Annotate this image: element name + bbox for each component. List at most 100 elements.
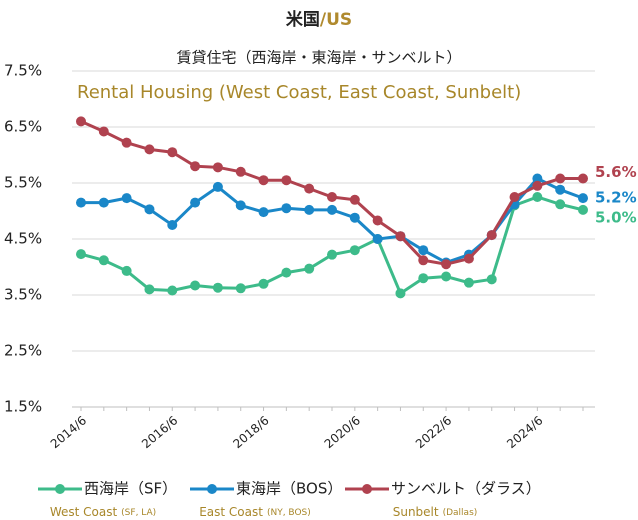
point (304, 183, 315, 194)
point (212, 162, 223, 173)
point (212, 181, 223, 192)
y-tick-label: 6.5% (4, 118, 42, 136)
point (304, 263, 315, 274)
point (76, 249, 86, 260)
legend-sub-name: Sunbelt (393, 505, 439, 519)
legend-sub-name: East Coast (199, 505, 263, 519)
point (327, 249, 337, 260)
legend-sub-note: (NY, BOS) (267, 508, 311, 518)
point (555, 184, 566, 195)
point (235, 166, 246, 177)
x-tick-label: 2022/6 (413, 413, 454, 451)
point (532, 173, 543, 184)
y-tick-label: 2.5% (4, 342, 42, 360)
point (76, 197, 86, 208)
point (121, 265, 132, 276)
point (441, 259, 452, 270)
point (372, 234, 383, 244)
subtitle-en: Rental Housing (West Coast, East Coast, … (77, 82, 521, 103)
x-tick-label: 2016/6 (139, 413, 180, 451)
legend-sub: Sunbelt (Dallas) (393, 505, 478, 519)
point (190, 161, 201, 172)
point (418, 255, 429, 266)
y-tick-label: 3.5% (4, 286, 42, 304)
point (144, 284, 155, 295)
point (235, 283, 246, 294)
point (372, 215, 383, 226)
point (121, 193, 132, 204)
point (509, 192, 520, 202)
point (578, 204, 588, 215)
point (349, 212, 360, 223)
point (349, 194, 360, 205)
point (555, 199, 566, 210)
point (190, 197, 201, 208)
chart-title: 米国/US (286, 9, 352, 30)
point (258, 175, 269, 186)
point (327, 204, 337, 215)
point (258, 278, 269, 289)
value-label: 5.0% (595, 208, 637, 226)
x-tick-label: 2018/6 (230, 413, 271, 451)
legend-label: サンベルト（ダラス） (391, 480, 541, 498)
legend-sub-note: (Dallas) (443, 508, 478, 518)
y-tick-label: 5.5% (4, 174, 42, 192)
point (486, 230, 497, 241)
point (281, 175, 292, 186)
legend-sub: East Coast (NY, BOS) (199, 505, 311, 519)
x-tick-label: 2024/6 (504, 413, 545, 451)
y-tick-label: 4.5% (4, 230, 42, 248)
y-tick-label: 7.5% (4, 62, 42, 80)
point (532, 180, 543, 191)
point (418, 245, 429, 256)
legend-sub-name: West Coast (50, 505, 118, 519)
point (76, 116, 86, 127)
point (578, 173, 588, 184)
point (190, 280, 201, 291)
point (281, 203, 292, 214)
value-label: 5.6% (595, 163, 637, 181)
point (167, 147, 178, 158)
point (98, 255, 109, 266)
point (441, 271, 452, 282)
legend-marker (55, 484, 65, 494)
legend-sub: West Coast (SF, LA) (50, 505, 156, 519)
point (144, 144, 155, 155)
point (418, 273, 429, 284)
point (327, 192, 337, 202)
point (463, 277, 474, 288)
point (304, 204, 315, 215)
point (281, 267, 292, 278)
value-label: 5.2% (595, 189, 637, 207)
point (167, 220, 178, 230)
legend-sub-note: (SF, LA) (121, 508, 156, 518)
x-tick-label: 2014/6 (48, 413, 89, 451)
point (555, 173, 566, 184)
point (235, 200, 246, 211)
point (532, 192, 543, 202)
point (395, 288, 406, 299)
point (212, 282, 223, 293)
point (349, 245, 360, 256)
subtitle: 賃貸住宅（西海岸・東海岸・サンベルト） (176, 49, 461, 67)
point (395, 231, 406, 242)
title-suffix: /US (320, 10, 352, 30)
point (258, 207, 269, 218)
point (486, 274, 497, 285)
x-tick-label: 2020/6 (322, 413, 363, 451)
point (98, 126, 109, 137)
legend-label: 東海岸（BOS） (236, 480, 342, 498)
legend-label: 西海岸（SF） (84, 480, 177, 498)
legend-marker (207, 484, 217, 494)
point (98, 197, 109, 208)
point (121, 137, 132, 148)
title-main: 米国 (286, 9, 320, 30)
y-tick-label: 1.5% (4, 398, 42, 416)
point (578, 193, 588, 204)
legend-marker (362, 484, 372, 494)
point (463, 253, 474, 264)
point (167, 285, 178, 296)
point (144, 204, 155, 215)
